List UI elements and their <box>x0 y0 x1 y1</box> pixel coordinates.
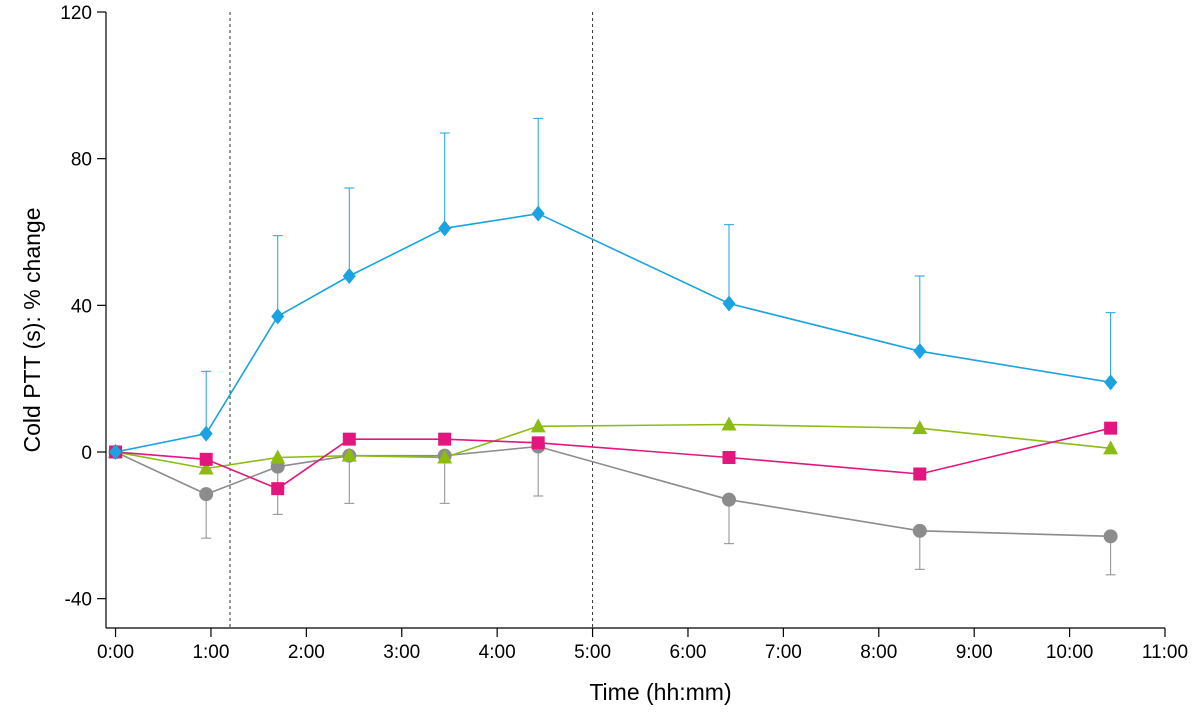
x-tick-label: 1:00 <box>192 642 229 663</box>
circle-series-point <box>912 523 927 538</box>
circle-series-point <box>199 487 214 502</box>
triangle-series-point <box>721 416 737 431</box>
x-tick-label: 7:00 <box>765 642 802 663</box>
x-tick-label: 6:00 <box>669 642 706 663</box>
reference-lines <box>229 12 594 628</box>
error-bars <box>201 117 1116 576</box>
square-series-point <box>342 432 356 446</box>
triangle-series-point <box>341 447 357 462</box>
y-axis-title: Cold PTT (s): % change <box>19 207 45 452</box>
triangle-series-point <box>198 460 214 475</box>
x-axis-title: Time (hh:mm) <box>589 679 731 705</box>
triangle-series-point <box>270 449 286 464</box>
y-tick-label: 120 <box>60 3 92 24</box>
tick-labels: -40 0 40 80 120 0:00 1:00 2:00 3:00 4:00 5:00 6:00 7… <box>60 3 1188 663</box>
diamond-series-point <box>438 220 452 237</box>
square-series-point <box>722 451 736 464</box>
diamond-series-point <box>199 425 213 442</box>
square-series-point <box>199 452 213 466</box>
x-tick-label: 8:00 <box>860 642 897 663</box>
x-tick-label: 10:00 <box>1046 642 1094 663</box>
triangle-series-point <box>437 449 453 464</box>
diamond-series-point <box>1104 374 1118 391</box>
x-tick-label: 4:00 <box>479 642 516 663</box>
circle-series-point <box>1103 529 1118 544</box>
x-tick-label: 2:00 <box>288 642 325 663</box>
diamond-series-point <box>913 343 927 360</box>
square-series-point <box>438 432 452 446</box>
x-tick-label: 3:00 <box>383 642 420 663</box>
triangle-series-point <box>530 418 546 433</box>
x-tick-label: 9:00 <box>956 642 993 663</box>
diamond-series-point <box>342 268 356 284</box>
axes <box>97 11 1166 637</box>
triangle-series-line <box>115 423 1111 470</box>
x-tick-label: 0:00 <box>97 642 134 663</box>
square-series-point <box>531 436 545 450</box>
series-lines <box>115 212 1111 538</box>
y-tick-label: 40 <box>71 296 92 317</box>
square-series-point <box>913 467 927 481</box>
square-series-line <box>115 427 1111 490</box>
diamond-series-point <box>531 205 545 222</box>
y-tick-label: 80 <box>71 150 92 171</box>
x-tick-label: 11:00 <box>1142 642 1188 663</box>
circle-series-point <box>721 492 736 507</box>
y-tick-label: -40 <box>65 590 92 611</box>
series-markers <box>108 205 1119 544</box>
y-tick-label: 0 <box>81 443 92 464</box>
square-series-point <box>271 482 285 496</box>
diamond-series-point <box>271 308 285 325</box>
square-series-point <box>1104 421 1118 435</box>
diamond-series-point <box>109 444 123 460</box>
diamond-series-line <box>115 212 1111 453</box>
triangle-series-point <box>912 420 928 435</box>
triangle-series-point <box>1103 440 1119 455</box>
x-tick-label: 5:00 <box>574 642 611 663</box>
diamond-series-point <box>722 295 736 312</box>
